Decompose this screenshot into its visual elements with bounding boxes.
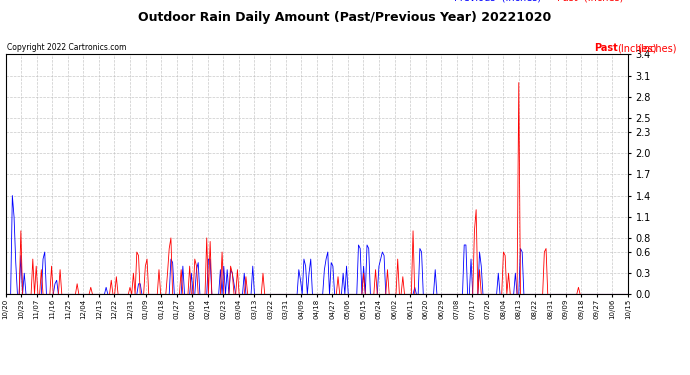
Legend: Previous  (Inches), Past  (Inches): Previous (Inches), Past (Inches) [442,0,623,2]
Text: Past: Past [594,43,618,53]
Text: (Inches): (Inches) [637,43,676,53]
Text: Outdoor Rain Daily Amount (Past/Previous Year) 20221020: Outdoor Rain Daily Amount (Past/Previous… [139,11,551,24]
Text: (Inches): (Inches) [618,43,657,53]
Text: Copyright 2022 Cartronics.com: Copyright 2022 Cartronics.com [7,43,126,52]
